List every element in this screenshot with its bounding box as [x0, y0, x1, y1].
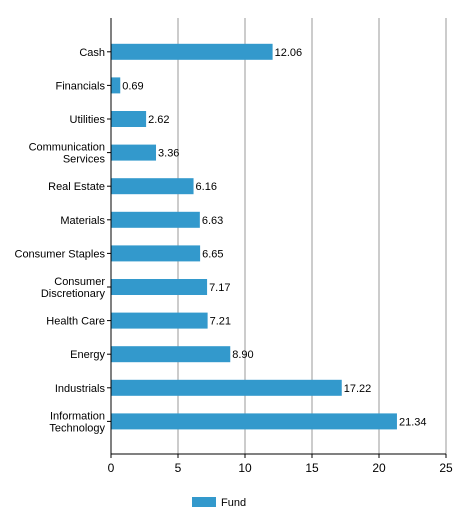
value-label: 3.36: [158, 148, 179, 160]
category-label: Health Care: [46, 316, 105, 328]
bar-information-technology: [111, 413, 397, 430]
value-label: 7.21: [210, 316, 231, 328]
category-label-line: Utilities: [70, 114, 106, 126]
bar-real-estate: [111, 178, 194, 195]
value-label: 6.65: [202, 248, 223, 260]
x-tick-label: 0: [108, 461, 115, 475]
category-label-line: Energy: [70, 349, 105, 361]
value-label: 6.63: [202, 215, 223, 227]
bar-materials: [111, 211, 200, 228]
legend: Fund: [192, 497, 246, 507]
bar-cash: [111, 43, 273, 60]
legend-label-fund: Fund: [221, 497, 246, 507]
category-label: Communication Services: [29, 142, 106, 166]
value-label: 12.06: [275, 47, 303, 59]
bars: [111, 43, 397, 430]
bar-consumer-staples: [111, 245, 201, 262]
x-tick-label: 20: [372, 461, 386, 475]
category-label: Materials: [60, 215, 105, 227]
category-label-line: Materials: [60, 215, 105, 227]
bar-utilities: [111, 111, 147, 127]
x-tick-label: 10: [238, 461, 252, 475]
value-label: 8.90: [232, 349, 253, 361]
category-label-line: Services: [63, 154, 106, 166]
category-label-line: Communication: [29, 142, 105, 154]
axes: [107, 18, 447, 458]
category-label-line: Information: [50, 410, 105, 422]
category-label: Consumer Discretionary: [41, 276, 106, 300]
labels: 0 5 10 15 20 25 Cash 12.06 Financials 0.69 Utiliti…: [15, 47, 453, 475]
category-label-line: Health Care: [46, 316, 105, 328]
category-label-line: Technology: [49, 422, 105, 434]
category-label: Utilities: [70, 114, 106, 126]
category-label: Industrials: [55, 383, 106, 395]
category-label: Consumer Staples: [15, 248, 106, 260]
bar-health-care: [111, 312, 208, 329]
bar-communication-services: [111, 144, 157, 161]
category-label: Energy: [70, 349, 105, 361]
value-label: 2.62: [148, 114, 169, 126]
value-label: 6.16: [196, 181, 217, 193]
category-label-line: Industrials: [55, 383, 106, 395]
category-label-line: Consumer Staples: [15, 248, 106, 260]
x-tick-label: 5: [175, 461, 182, 475]
category-label: Information Technology: [49, 410, 105, 434]
category-label: Real Estate: [48, 181, 105, 193]
value-label: 21.34: [399, 416, 427, 428]
category-label-line: Discretionary: [41, 288, 106, 300]
category-label-line: Cash: [79, 47, 105, 59]
value-label: 17.22: [344, 383, 372, 395]
value-label: 7.17: [209, 282, 230, 294]
category-label-line: Consumer: [54, 276, 105, 288]
x-tick-label: 25: [439, 461, 453, 475]
category-label-line: Financials: [55, 80, 105, 92]
legend-swatch-fund: [192, 497, 216, 507]
category-label: Financials: [55, 80, 105, 92]
value-label: 0.69: [122, 80, 143, 92]
category-label: Cash: [79, 47, 105, 59]
category-label-line: Real Estate: [48, 181, 105, 193]
x-tick-label: 15: [305, 461, 319, 475]
bar-financials: [111, 77, 121, 94]
bar-consumer-discretionary: [111, 279, 208, 295]
bar-energy: [111, 346, 231, 363]
bar-industrials: [111, 379, 342, 396]
